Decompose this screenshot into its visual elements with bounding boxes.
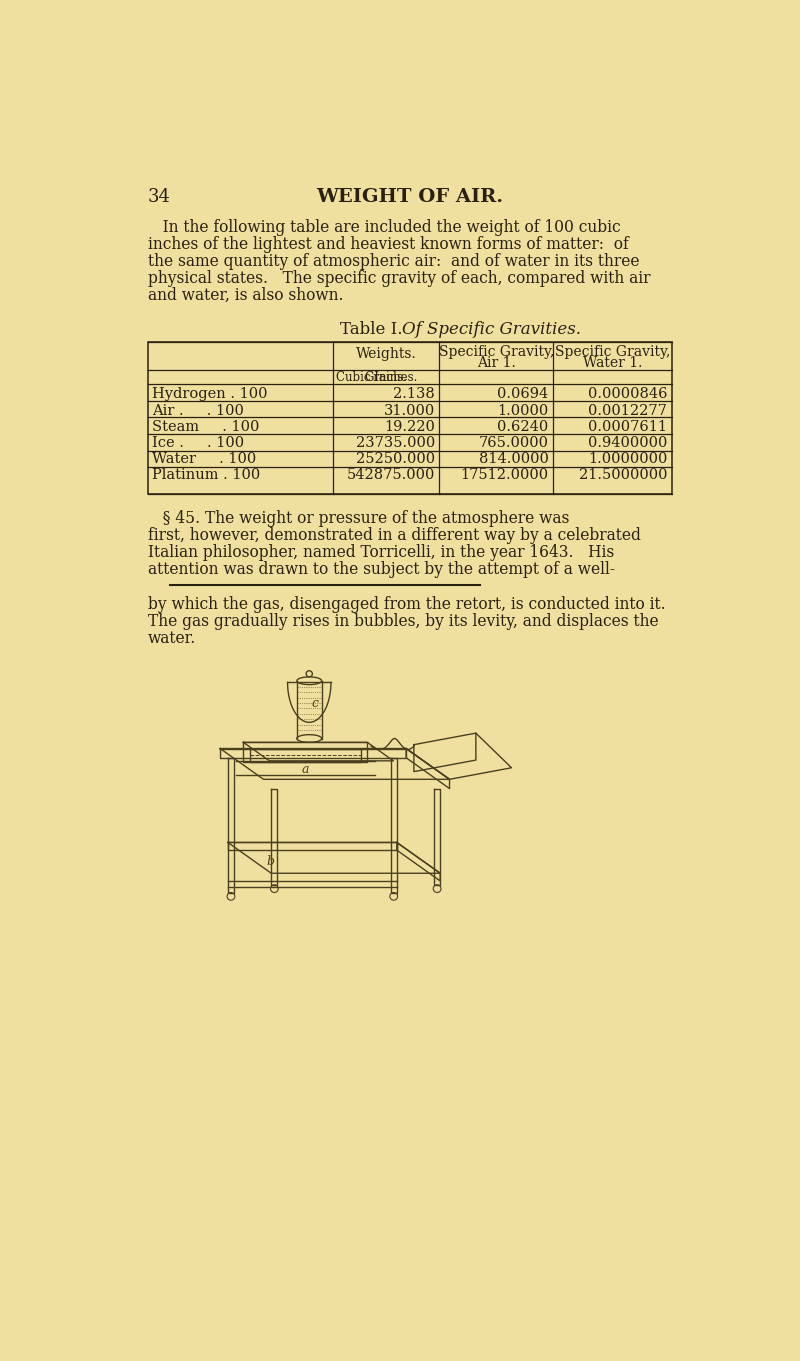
Text: the same quantity of atmospheric air:  and of water in its three: the same quantity of atmospheric air: an… — [148, 253, 639, 269]
Text: Of Specific Gravities.: Of Specific Gravities. — [402, 321, 582, 338]
Text: 0.0694: 0.0694 — [498, 388, 549, 401]
Text: first, however, demonstrated in a different way by a celebrated: first, however, demonstrated in a differ… — [148, 527, 641, 544]
Text: Table I.: Table I. — [340, 321, 402, 338]
Text: 21.5000000: 21.5000000 — [579, 468, 667, 482]
Text: Air .     . 100: Air . . 100 — [152, 404, 244, 418]
Text: Weights.: Weights. — [356, 347, 416, 361]
Text: 0.0000846: 0.0000846 — [588, 388, 667, 401]
Text: 23735.000: 23735.000 — [355, 436, 435, 450]
Text: 814.0000: 814.0000 — [479, 452, 549, 465]
Text: Specific Gravity,: Specific Gravity, — [555, 346, 670, 359]
Text: Platinum . 100: Platinum . 100 — [152, 468, 260, 482]
Text: 0.0007611: 0.0007611 — [588, 419, 667, 434]
Text: In the following table are included the weight of 100 cubic: In the following table are included the … — [148, 219, 621, 235]
Text: 765.0000: 765.0000 — [478, 436, 549, 450]
Text: 0.9400000: 0.9400000 — [588, 436, 667, 450]
Text: attention was drawn to the subject by the attempt of a well-: attention was drawn to the subject by th… — [148, 561, 615, 577]
Text: Specific Gravity,: Specific Gravity, — [438, 346, 554, 359]
Text: 1.0000000: 1.0000000 — [588, 452, 667, 465]
Text: 31.000: 31.000 — [383, 404, 435, 418]
Text: 1.0000: 1.0000 — [498, 404, 549, 418]
Text: and water, is also shown.: and water, is also shown. — [148, 287, 343, 304]
Bar — [148, 342, 672, 494]
Text: 0.0012277: 0.0012277 — [589, 404, 667, 418]
Text: Cubic Inches.: Cubic Inches. — [336, 372, 417, 384]
Text: physical states.   The specific gravity of each, compared with air: physical states. The specific gravity of… — [148, 269, 650, 287]
Text: Air 1.: Air 1. — [477, 355, 516, 370]
Text: Water 1.: Water 1. — [583, 355, 642, 370]
Text: 17512.0000: 17512.0000 — [461, 468, 549, 482]
Text: Italian philosopher, named Torricelli, in the year 1643.   His: Italian philosopher, named Torricelli, i… — [148, 543, 614, 561]
Text: 34: 34 — [148, 188, 171, 206]
Text: c: c — [311, 697, 318, 710]
Text: 2.138: 2.138 — [393, 388, 435, 401]
Text: 25250.000: 25250.000 — [356, 452, 435, 465]
Text: Grains.: Grains. — [365, 372, 407, 384]
Text: 0.6240: 0.6240 — [498, 419, 549, 434]
Text: inches of the lightest and heaviest known forms of matter:  of: inches of the lightest and heaviest know… — [148, 235, 629, 253]
Text: water.: water. — [148, 630, 196, 646]
Text: 19.220: 19.220 — [384, 419, 435, 434]
Text: § 45. The weight or pressure of the atmosphere was: § 45. The weight or pressure of the atmo… — [148, 510, 570, 527]
Text: The gas gradually rises in bubbles, by its levity, and displaces the: The gas gradually rises in bubbles, by i… — [148, 612, 658, 630]
Text: Water     . 100: Water . 100 — [152, 452, 256, 465]
Text: 542875.000: 542875.000 — [346, 468, 435, 482]
Text: b: b — [266, 855, 274, 868]
Text: a: a — [302, 762, 309, 776]
Text: Hydrogen . 100: Hydrogen . 100 — [152, 388, 267, 401]
Text: by which the gas, disengaged from the retort, is conducted into it.: by which the gas, disengaged from the re… — [148, 596, 666, 612]
Text: WEIGHT OF AIR.: WEIGHT OF AIR. — [317, 188, 503, 206]
Text: Ice .     . 100: Ice . . 100 — [152, 436, 244, 450]
Text: Steam     . 100: Steam . 100 — [152, 419, 259, 434]
